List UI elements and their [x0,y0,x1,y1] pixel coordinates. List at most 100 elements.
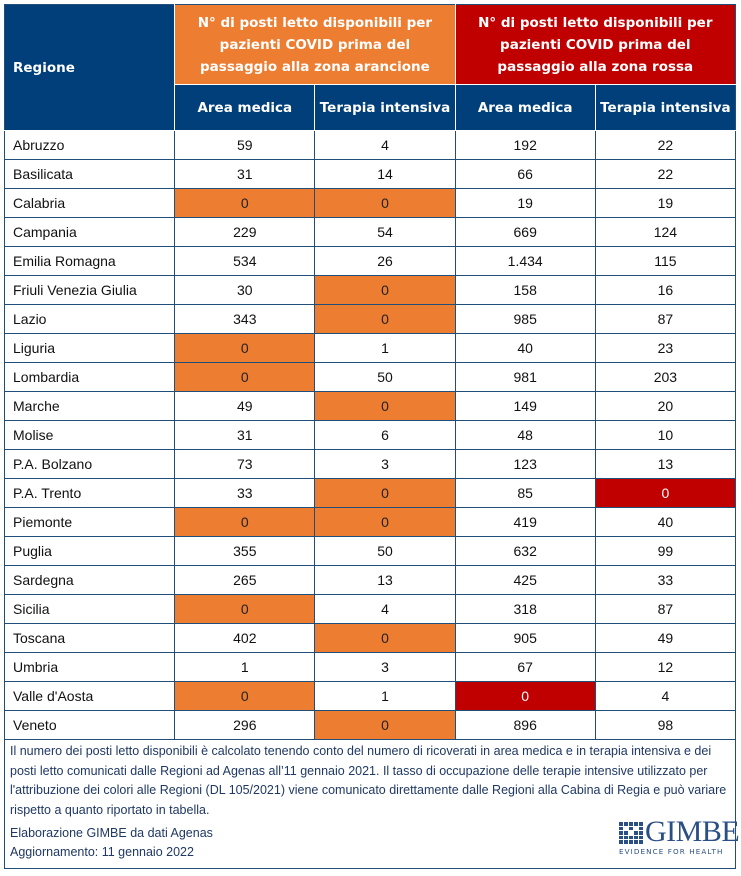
red-area-medica-value: 985 [454,304,596,334]
orange-area-medica-value: 0 [174,507,316,537]
orange-terapia-intensiva-value: 0 [314,710,456,740]
orange-area-medica-value: 1 [174,652,316,682]
orange-terapia-intensiva-value: 0 [314,507,456,537]
table-row: Lombardia 0 50 981 203 [3,362,737,392]
table-row: Marche 49 0 149 20 [3,391,737,421]
region-name: Puglia [3,536,176,566]
red-terapia-intensiva-value: 16 [594,275,737,305]
red-area-medica-value: 67 [454,652,596,682]
orange-area-medica-value: 265 [174,565,316,595]
region-name: P.A. Bolzano [3,449,176,479]
gimbe-logo: GIMBE EVIDENCE FOR HEALTH [617,816,740,860]
credits: Elaborazione GIMBE da dati Agenas Aggior… [10,824,213,862]
orange-area-medica-value: 0 [174,681,316,711]
region-name: Marche [3,391,176,421]
methodology-note: Il numero dei posti letto disponibili è … [10,744,727,817]
red-terapia-intensiva-value: 203 [594,362,737,392]
region-name: Umbria [3,652,176,682]
table-row: Puglia 355 50 632 99 [3,536,737,566]
beds-availability-table: Regione N° di posti letto disponibili pe… [3,4,737,740]
region-name: Sicilia [3,594,176,624]
gimbe-grid-icon [619,822,643,844]
red-terapia-intensiva-value: 87 [594,594,737,624]
region-name: Campania [3,217,176,247]
region-name: P.A. Trento [3,478,176,508]
red-terapia-intensiva-value: 22 [594,159,737,189]
orange-terapia-intensiva-header: Terapia intensiva [314,84,456,131]
update-date: Aggiornamento: 11 gennaio 2022 [10,845,194,859]
table-row: Basilicata 31 14 66 22 [3,159,737,189]
orange-area-medica-value: 0 [174,188,316,218]
region-name: Basilicata [3,159,176,189]
orange-area-medica-value: 0 [174,333,316,363]
orange-terapia-intensiva-value: 4 [314,594,456,624]
orange-terapia-intensiva-value: 54 [314,217,456,247]
table-row: Molise 31 6 48 10 [3,420,737,450]
red-area-medica-value: 19 [454,188,596,218]
table-row: Emilia Romagna 534 26 1.434 115 [3,246,737,276]
table-row: P.A. Bolzano 73 3 123 13 [3,449,737,479]
table-row: Sardegna 265 13 425 33 [3,565,737,595]
table-row: Piemonte 0 0 419 40 [3,507,737,537]
table-row: Valle d'Aosta 0 1 0 4 [3,681,737,711]
region-name: Veneto [3,710,176,740]
table-row: Umbria 1 3 67 12 [3,652,737,682]
orange-terapia-intensiva-value: 3 [314,652,456,682]
region-column-header: Regione [3,4,176,131]
orange-terapia-intensiva-value: 1 [314,333,456,363]
red-area-medica-value: 149 [454,391,596,421]
orange-terapia-intensiva-value: 0 [314,304,456,334]
red-terapia-intensiva-value: 40 [594,507,737,537]
red-area-medica-value: 48 [454,420,596,450]
red-terapia-intensiva-value: 33 [594,565,737,595]
region-name: Molise [3,420,176,450]
orange-area-medica-header: Area medica [174,84,316,131]
red-terapia-intensiva-value: 115 [594,246,737,276]
red-area-medica-value: 192 [454,130,596,160]
orange-area-medica-value: 31 [174,159,316,189]
red-area-medica-value: 318 [454,594,596,624]
orange-terapia-intensiva-value: 4 [314,130,456,160]
orange-terapia-intensiva-value: 0 [314,188,456,218]
red-zone-group-header: N° di posti letto disponibili per pazien… [454,4,737,85]
orange-area-medica-value: 355 [174,536,316,566]
orange-area-medica-value: 30 [174,275,316,305]
orange-area-medica-value: 402 [174,623,316,653]
orange-area-medica-value: 31 [174,420,316,450]
orange-terapia-intensiva-value: 14 [314,159,456,189]
red-terapia-intensiva-value: 99 [594,536,737,566]
orange-terapia-intensiva-value: 26 [314,246,456,276]
footnote-box: Il numero dei posti letto disponibili è … [4,740,740,869]
region-name: Piemonte [3,507,176,537]
orange-area-medica-value: 296 [174,710,316,740]
red-terapia-intensiva-value: 19 [594,188,737,218]
orange-area-medica-value: 59 [174,130,316,160]
orange-terapia-intensiva-value: 0 [314,478,456,508]
group-header-row: Regione N° di posti letto disponibili pe… [3,4,737,131]
orange-terapia-intensiva-value: 50 [314,362,456,392]
table-row: Friuli Venezia Giulia 30 0 158 16 [3,275,737,305]
logo-wordmark: GIMBE [645,815,740,848]
table-row: Lazio 343 0 985 87 [3,304,737,334]
red-terapia-intensiva-value: 0 [594,478,737,508]
orange-area-medica-value: 534 [174,246,316,276]
region-name: Emilia Romagna [3,246,176,276]
red-area-medica-value: 905 [454,623,596,653]
orange-area-medica-value: 229 [174,217,316,247]
orange-terapia-intensiva-value: 6 [314,420,456,450]
red-terapia-intensiva-value: 98 [594,710,737,740]
red-area-medica-value: 66 [454,159,596,189]
orange-terapia-intensiva-value: 3 [314,449,456,479]
region-name: Lazio [3,304,176,334]
orange-terapia-intensiva-value: 50 [314,536,456,566]
table-row: Calabria 0 0 19 19 [3,188,737,218]
region-name: Lombardia [3,362,176,392]
region-name: Calabria [3,188,176,218]
red-terapia-intensiva-value: 49 [594,623,737,653]
table-body: Abruzzo 59 4 192 22 Basilicata 31 14 66 22 Calabri… [3,130,737,740]
logo-tagline: EVIDENCE FOR HEALTH [619,847,724,856]
red-area-medica-value: 85 [454,478,596,508]
table-row: Campania 229 54 669 124 [3,217,737,247]
red-area-medica-value: 40 [454,333,596,363]
red-terapia-intensiva-value: 4 [594,681,737,711]
